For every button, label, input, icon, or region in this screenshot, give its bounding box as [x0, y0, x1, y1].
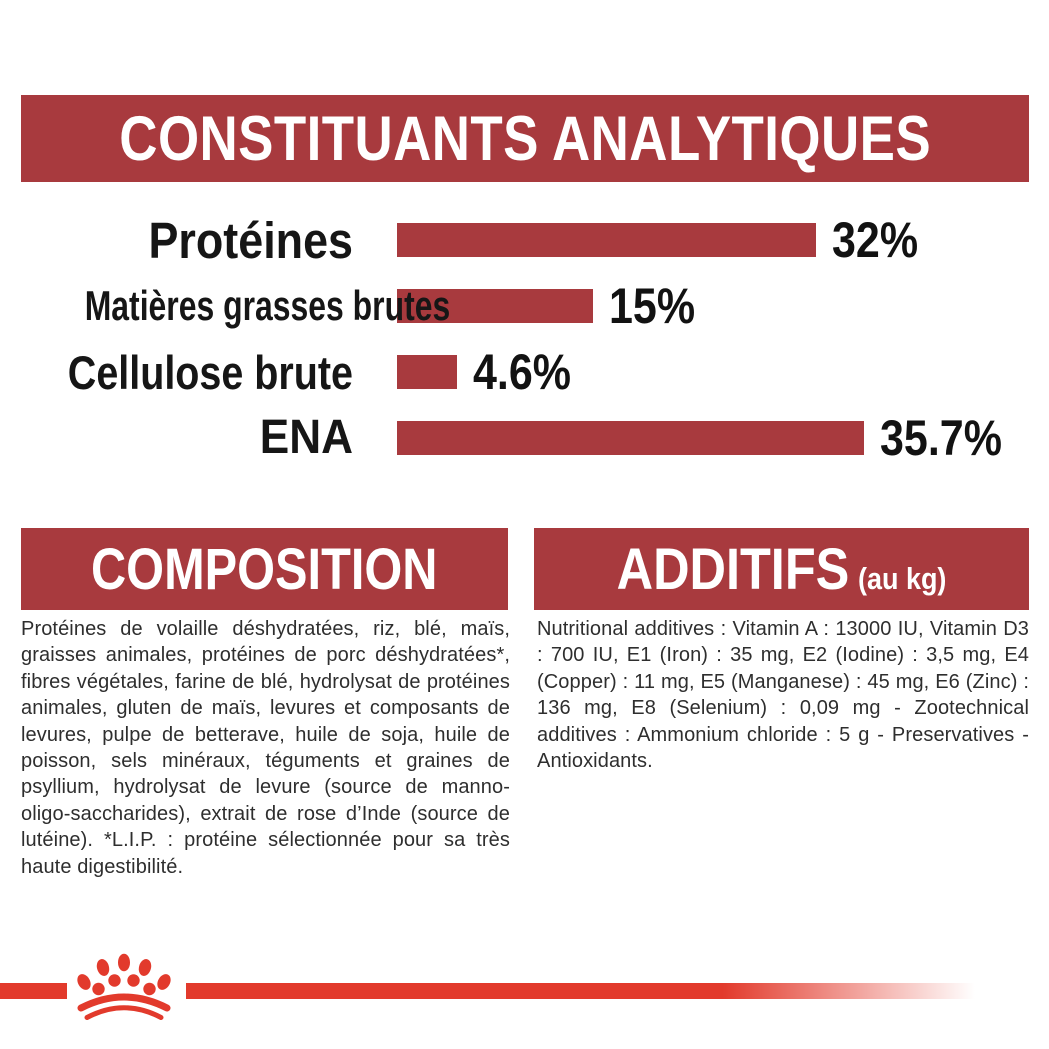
- composition-text: Protéines de volaille déshydratées, riz,…: [21, 618, 510, 878]
- composition-title: COMPOSITION: [91, 536, 438, 602]
- chart-category-label: Cellulose brute: [67, 345, 353, 399]
- additives-text: Nutritional additives : Vitamin A : 1300…: [537, 618, 1029, 773]
- chart-value-label: 32%: [832, 212, 919, 268]
- analytical-constituents-banner: CONSTITUANTS ANALYTIQUES: [21, 95, 1029, 182]
- chart-bar: [397, 421, 864, 455]
- chart-row: Protéines 32%: [0, 210, 1049, 270]
- additives-unit-label: (au kg): [857, 560, 947, 596]
- chart-category-label: ENA: [259, 411, 353, 464]
- chart-category-label: Matières grasses brutes: [84, 282, 451, 329]
- footer-line-left: [0, 983, 67, 999]
- chart-category-label: Protéines: [148, 211, 353, 269]
- chart-value-label: 15%: [609, 278, 696, 334]
- composition-banner: COMPOSITION: [21, 528, 508, 610]
- chart-row: Cellulose brute 4.6%: [0, 342, 1049, 402]
- chart-value-label: 35.7%: [880, 410, 1002, 466]
- chart-row: Matières grasses brutes 15%: [0, 276, 1049, 336]
- analytical-constituents-title: CONSTITUANTS ANALYTIQUES: [119, 103, 931, 174]
- chart-bar: [397, 289, 593, 323]
- additives-title-group: ADDITIFS (au kg): [617, 536, 947, 603]
- additives-title: ADDITIFS: [616, 536, 850, 602]
- footer-line-right: [186, 983, 975, 999]
- chart-value-label: 4.6%: [473, 344, 572, 400]
- chart-row: ENA 35.7%: [0, 408, 1049, 468]
- additives-banner: ADDITIFS (au kg): [534, 528, 1029, 610]
- royal-canin-crown-logo: [77, 953, 171, 1020]
- chart-bar: [397, 223, 816, 257]
- analytical-constituents-chart: Protéines 32% Matières grasses brutes 15% Ce…: [0, 210, 1049, 474]
- chart-bar: [397, 355, 457, 389]
